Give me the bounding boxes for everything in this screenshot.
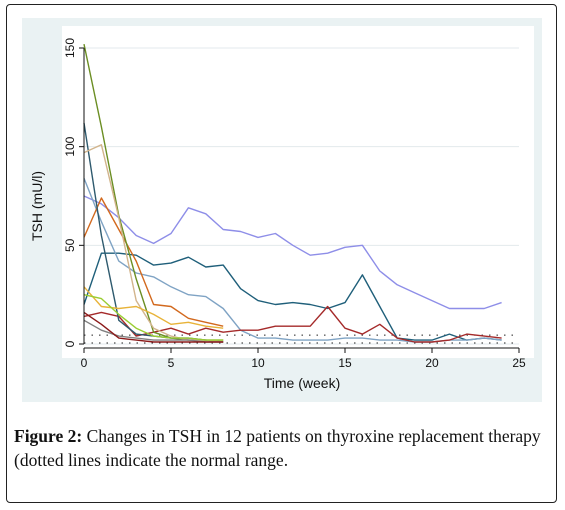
grid-layer	[84, 47, 519, 345]
x-tick-label: 15	[338, 356, 352, 370]
x-tick-label: 10	[251, 356, 265, 370]
x-tick-label: 25	[512, 356, 526, 370]
axis-layer: 0 50 100 150 0 5 10 15 20 25	[63, 38, 526, 370]
series-line-12	[83, 311, 224, 343]
series-line-11	[83, 294, 224, 341]
x-tick-label: 5	[168, 356, 175, 370]
tsh-line-chart: 0 50 100 150 0 5 10 15 20 25 Time (week) TSH (mU/…	[29, 26, 534, 391]
x-tick-label: 20	[425, 356, 439, 370]
series-line-5	[83, 197, 224, 327]
normal-range-layer	[84, 334, 519, 344]
caption-text: Changes in TSH in 12 patients on thyroxi…	[14, 426, 541, 470]
y-tick-label: 50	[63, 238, 77, 252]
y-tick-label: 100	[63, 136, 77, 156]
x-tick-label: 0	[81, 356, 88, 370]
y-tick-label: 0	[63, 340, 77, 347]
series-line-1	[83, 195, 502, 310]
series-layer	[83, 43, 502, 343]
series-line-2	[83, 252, 502, 341]
y-axis-label: TSH (mU/l)	[29, 171, 45, 241]
y-tick-label: 150	[63, 38, 77, 58]
x-axis-label: Time (week)	[264, 375, 341, 391]
chart-panel: 0 50 100 150 0 5 10 15 20 25 Time (week) TSH (mU/…	[22, 18, 542, 402]
figure-caption: Figure 2: Changes in TSH in 12 patients …	[14, 424, 554, 472]
series-line-9	[83, 286, 224, 329]
caption-label: Figure 2:	[14, 426, 83, 446]
